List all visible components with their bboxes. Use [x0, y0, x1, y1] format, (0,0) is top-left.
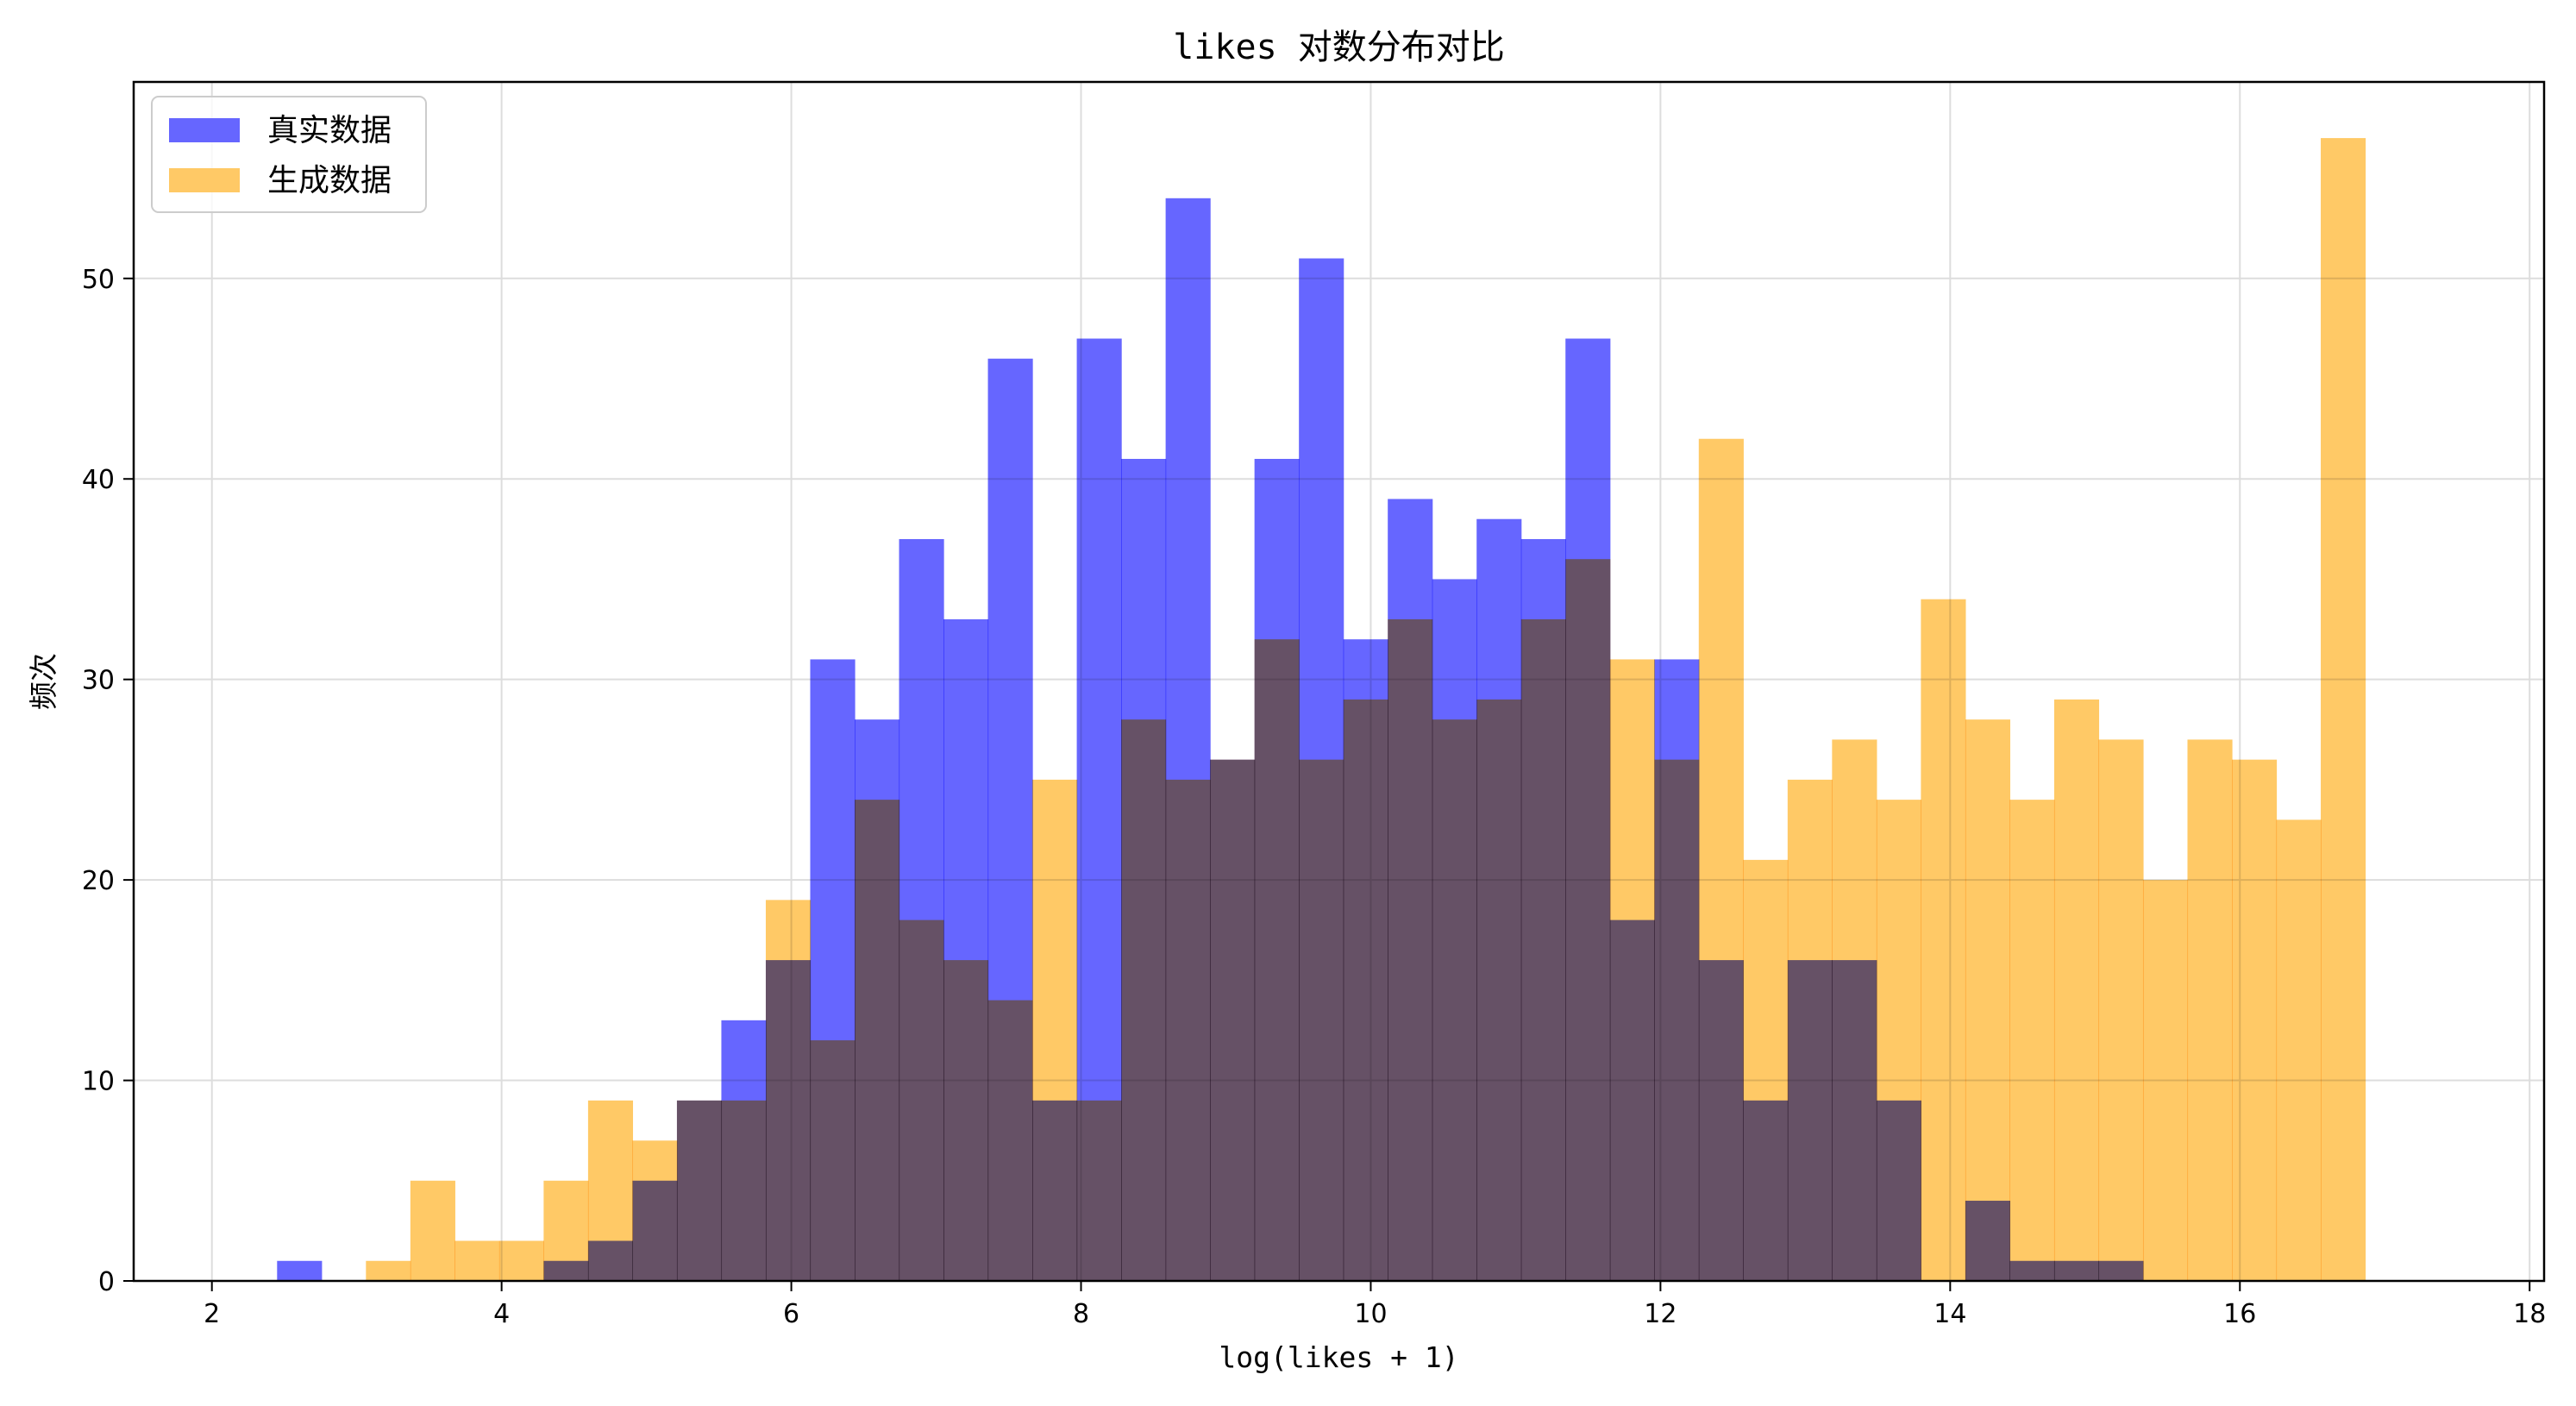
histogram-bar: [2231, 759, 2278, 1281]
histogram-bar: [1698, 438, 1744, 1281]
axis-ticks: 2 4 6 8 10 12 14 16 18 0 10 20 30 40 50: [82, 265, 2546, 1329]
histogram-bar: [943, 960, 989, 1281]
x-tick-label: 14: [1934, 1299, 1966, 1329]
histogram-bar: [1032, 779, 1078, 1281]
histogram-bar: [2098, 739, 2144, 1281]
y-tick-label: 10: [82, 1067, 115, 1097]
histogram-bar: [1921, 599, 1966, 1281]
y-tick-label: 0: [98, 1267, 115, 1297]
x-tick-label: 2: [204, 1299, 220, 1329]
legend-label-real: 真实数据: [267, 113, 392, 148]
x-tick-label: 6: [783, 1299, 799, 1329]
x-tick-label: 8: [1073, 1299, 1089, 1329]
histogram-bar: [454, 1240, 500, 1281]
histogram-bar: [1432, 719, 1477, 1281]
x-tick-label: 4: [493, 1299, 510, 1329]
histogram-bar: [1254, 639, 1300, 1281]
plot-area-frame: [132, 80, 2546, 1283]
histogram-bar: [1520, 618, 1566, 1281]
histogram-bar: [721, 1100, 767, 1281]
y-tick-label: 20: [82, 866, 115, 896]
histogram-bar: [2009, 800, 2055, 1281]
histogram-bar: [1165, 779, 1211, 1281]
histogram-bar: [587, 1100, 634, 1281]
series-generated-bars: [366, 138, 2366, 1281]
histogram-bar: [1743, 859, 1789, 1281]
y-axis-label: 频次: [27, 653, 60, 710]
histogram-bar: [1210, 759, 1256, 1281]
legend-swatch-generated: [169, 168, 240, 192]
histogram-bar: [366, 1260, 411, 1281]
histogram-bar: [277, 1260, 323, 1281]
x-axis-label: log(likes + 1): [1219, 1340, 1458, 1374]
y-tick-label: 30: [82, 666, 115, 696]
histogram-bar: [899, 920, 944, 1281]
histogram-bar: [1343, 699, 1388, 1281]
histogram-bar: [987, 1000, 1033, 1281]
histogram-bar: [676, 1100, 723, 1281]
histogram-bar: [1388, 618, 1433, 1281]
histogram-bar: [1565, 559, 1611, 1281]
x-tick-label: 10: [1354, 1299, 1387, 1329]
histogram-bar: [765, 900, 812, 1281]
histogram-bar: [498, 1240, 544, 1281]
histogram-bar: [2321, 138, 2366, 1281]
x-tick-label: 16: [2223, 1299, 2256, 1329]
histogram-bar: [632, 1140, 678, 1281]
x-tick-label: 18: [2513, 1299, 2546, 1329]
histogram-bar: [1121, 719, 1167, 1281]
histogram-bar: [1476, 699, 1522, 1281]
histogram-bar: [1965, 719, 2011, 1281]
histogram-bar: [2187, 739, 2233, 1281]
histogram-bar: [543, 1180, 589, 1281]
legend-swatch-real: [169, 118, 240, 142]
histogram-bar: [854, 800, 900, 1281]
histogram-bar: [2142, 880, 2189, 1281]
legend-label-generated: 生成数据: [267, 163, 392, 198]
legend: 真实数据 生成数据: [151, 96, 427, 213]
histogram-bar: [1787, 779, 1833, 1281]
histogram-bar: [1832, 739, 1877, 1281]
histogram-bar: [410, 1180, 455, 1281]
histogram-bar: [2276, 819, 2322, 1281]
y-tick-label: 40: [82, 465, 115, 495]
histogram-bar: [810, 1040, 856, 1281]
chart-title: likes 对数分布对比: [1173, 28, 1505, 67]
histogram-bar: [1299, 759, 1344, 1281]
x-tick-label: 12: [1644, 1299, 1677, 1329]
histogram-bar: [1654, 759, 1700, 1281]
histogram-bar: [2053, 699, 2100, 1281]
histogram-bar: [1076, 1100, 1122, 1281]
histogram-bar: [1876, 800, 1921, 1281]
histogram-bar: [1609, 659, 1655, 1281]
y-tick-label: 50: [82, 265, 115, 295]
